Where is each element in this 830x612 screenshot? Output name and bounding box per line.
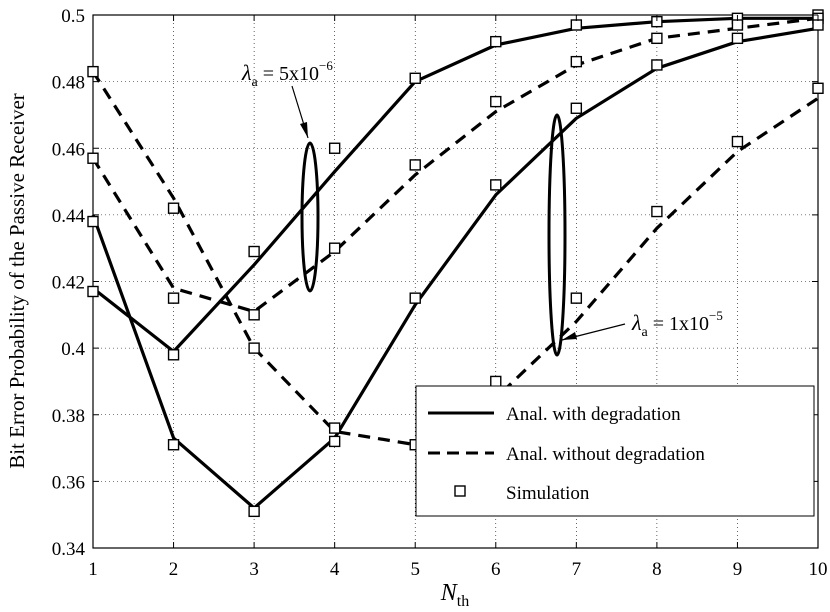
simulation-point-1 xyxy=(328,242,341,254)
simulation-point-2 xyxy=(812,19,824,31)
simulation-point-0 xyxy=(570,19,583,31)
x-tick-label: 9 xyxy=(733,559,743,580)
y-tick-label: 0.34 xyxy=(52,539,86,560)
x-tick-label: 2 xyxy=(169,559,179,580)
x-axis-label: Nth xyxy=(440,580,469,610)
simulation-point-2 xyxy=(328,435,341,448)
y-tick-label: 0.4 xyxy=(61,339,85,360)
marker-layer xyxy=(87,9,824,518)
simulation-point-2 xyxy=(731,32,744,45)
simulation-point-0 xyxy=(167,349,180,361)
simulation-point-2 xyxy=(87,215,99,228)
annotation-arrowhead-2 xyxy=(562,332,577,340)
annotation-1: λa = 5x10−6 xyxy=(241,58,333,90)
simulation-point-3 xyxy=(87,65,99,78)
simulation-point-3 xyxy=(248,342,260,354)
simulation-point-0 xyxy=(490,35,502,48)
y-tick-label: 0.44 xyxy=(52,206,86,227)
ellipse-group-2 xyxy=(547,113,567,357)
x-tick-label: 3 xyxy=(249,559,259,580)
series-line-2 xyxy=(91,26,819,510)
x-tick-label: 8 xyxy=(652,559,662,580)
simulation-point-1 xyxy=(248,309,260,321)
y-tick-label: 0.5 xyxy=(61,6,85,27)
x-tick-label: 7 xyxy=(572,559,582,580)
simulation-point-1 xyxy=(651,32,663,45)
x-tick-label: 1 xyxy=(88,559,98,580)
ellipse-group-1 xyxy=(300,141,320,293)
simulation-point-2 xyxy=(570,102,583,114)
simulation-point-2 xyxy=(490,179,502,191)
legend-label-2: Simulation xyxy=(506,483,590,504)
x-tick-label: 6 xyxy=(491,559,501,580)
y-tick-label: 0.36 xyxy=(52,472,85,493)
legend: Anal. with degradation Anal. without deg… xyxy=(415,385,815,517)
simulation-point-3 xyxy=(812,82,824,94)
simulation-point-0 xyxy=(409,72,421,84)
simulation-point-2 xyxy=(167,439,180,451)
simulation-point-3 xyxy=(328,422,341,434)
ticks: 1 2 3 4 5 6 7 8 9 10 0.34 0.36 0.38 0.4 0.42 0.44 0.46 0.… xyxy=(52,6,828,580)
legend-label-0: Anal. with degradation xyxy=(506,404,681,425)
y-tick-label: 0.46 xyxy=(52,139,85,160)
simulation-point-1 xyxy=(731,19,744,31)
simulation-point-3 xyxy=(570,292,583,304)
legend-box xyxy=(415,385,815,517)
simulation-point-1 xyxy=(87,152,99,164)
simulation-point-0 xyxy=(248,245,260,258)
simulation-point-1 xyxy=(167,292,180,304)
x-tick-label: 5 xyxy=(410,559,420,580)
y-tick-label: 0.48 xyxy=(52,73,85,94)
simulation-point-0 xyxy=(328,142,341,154)
simulation-point-0 xyxy=(87,285,99,298)
y-tick-label: 0.38 xyxy=(52,406,85,427)
annotation-arrowhead-1 xyxy=(300,122,308,138)
simulation-point-1 xyxy=(409,159,421,171)
simulation-point-3 xyxy=(651,205,663,218)
x-tick-label: 4 xyxy=(330,559,340,580)
series-line-1 xyxy=(91,16,819,314)
annotation-2: λa = 1x10−5 xyxy=(631,308,723,340)
y-axis-label: Bit Error Probability of the Passive Rec… xyxy=(5,93,29,469)
simulation-point-3 xyxy=(490,375,502,388)
y-tick-label: 0.42 xyxy=(52,273,85,294)
simulation-point-1 xyxy=(570,55,583,68)
legend-label-1: Anal. without degradation xyxy=(506,444,705,465)
simulation-point-2 xyxy=(409,292,421,304)
simulation-point-3 xyxy=(731,135,744,148)
legend-swatch-marker xyxy=(454,485,466,497)
simulation-point-2 xyxy=(248,505,260,518)
simulation-point-2 xyxy=(651,59,663,71)
simulation-point-1 xyxy=(490,95,502,108)
simulation-point-3 xyxy=(167,202,180,214)
series-line-0 xyxy=(92,16,818,354)
x-tick-label: 10 xyxy=(809,559,828,580)
